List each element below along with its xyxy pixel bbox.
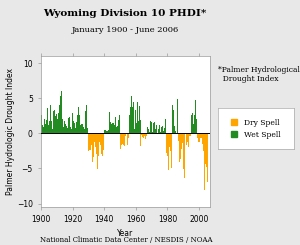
Legend: Dry Spell, Wet Spell: Dry Spell, Wet Spell [230,117,282,140]
X-axis label: Year: Year [117,229,134,238]
Text: National Climatic Data Center / NESDIS / NOAA: National Climatic Data Center / NESDIS /… [40,236,212,244]
Text: January 1900 - June 2006: January 1900 - June 2006 [72,26,179,34]
Text: *Palmer Hydrological
  Drought Index: *Palmer Hydrological Drought Index [218,66,299,83]
Y-axis label: Palmer Hydrologic Drought Index: Palmer Hydrologic Drought Index [7,68,16,195]
Text: Wyoming Division 10 PHDI*: Wyoming Division 10 PHDI* [44,9,207,18]
